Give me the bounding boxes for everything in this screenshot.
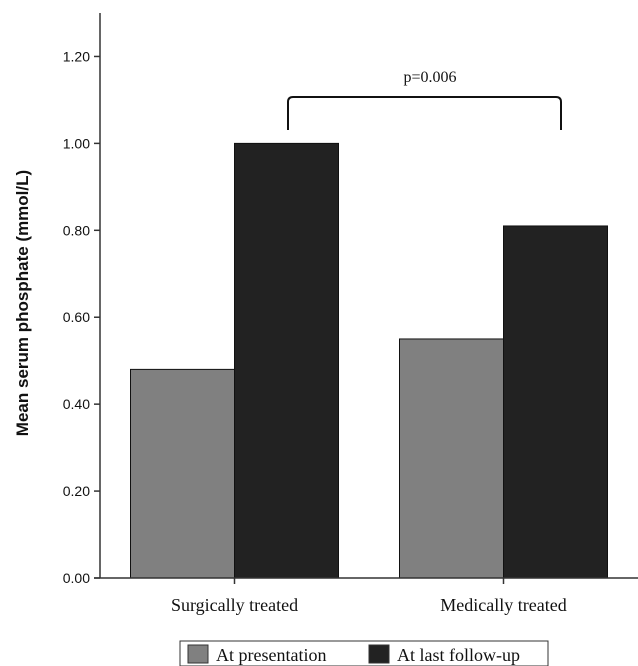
y-axis-label: Mean serum phosphate (mmol/L) — [13, 170, 32, 436]
bar-follow-up — [234, 142, 339, 579]
y-tick-label: 0.40 — [63, 396, 90, 412]
bar-presentation — [130, 368, 235, 579]
y-tick-label: 1.00 — [63, 135, 90, 151]
y-tick-label: 1.20 — [63, 48, 90, 64]
bars — [130, 142, 608, 579]
legend-label-presentation: At presentation — [216, 645, 326, 665]
legend-border — [179, 640, 549, 666]
y-tick-label: 0.00 — [63, 570, 90, 586]
legend-label-follow-up: At last follow-up — [397, 645, 520, 665]
x-axis: Surgically treated Medically treated — [94, 577, 638, 615]
legend: At presentation At last follow-up — [179, 640, 549, 666]
bar-follow-up — [503, 225, 608, 579]
p-value-annotation: p=0.006 — [403, 69, 456, 86]
y-tick-label: 0.20 — [63, 483, 90, 499]
legend-swatch-presentation — [187, 644, 209, 664]
bracket-line — [287, 96, 562, 130]
y-axis: 0.00 0.20 0.40 0.60 0.80 1.00 1.20 — [63, 13, 101, 586]
y-tick-label: 0.80 — [63, 222, 90, 238]
legend-swatch-follow-up — [368, 644, 390, 664]
y-tick-label: 0.60 — [63, 309, 90, 325]
bar-presentation — [399, 338, 504, 579]
significance-bracket: p=0.006 — [287, 69, 562, 130]
x-tick-label: Medically treated — [440, 595, 566, 615]
x-tick-label: Surgically treated — [171, 595, 298, 615]
